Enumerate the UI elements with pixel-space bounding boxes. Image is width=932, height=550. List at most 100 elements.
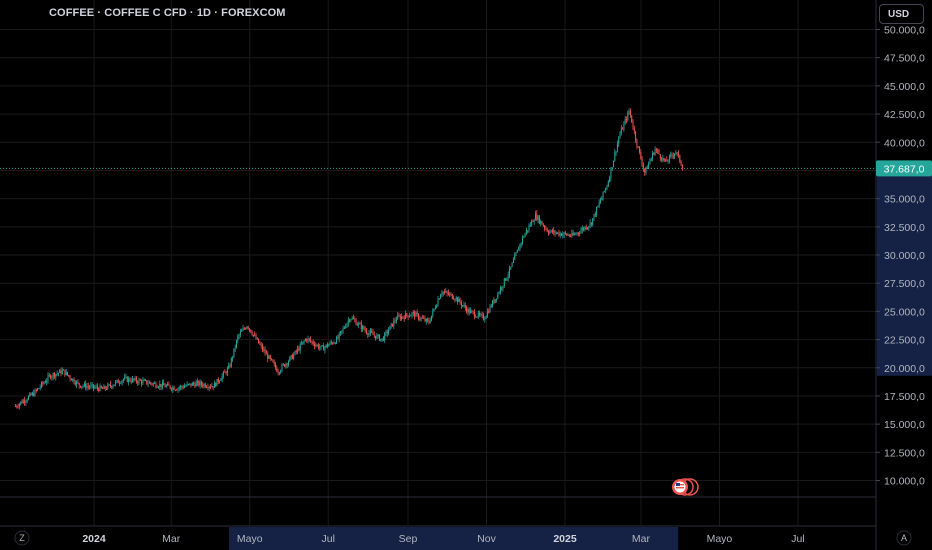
candle-body <box>592 218 594 225</box>
candle-body <box>386 331 388 334</box>
price-tick-label: 50.000,0 <box>884 25 925 37</box>
candle-body <box>629 111 631 116</box>
candle-body <box>112 385 114 388</box>
candle-body <box>150 382 152 384</box>
candle-body <box>601 197 603 201</box>
candle-body <box>410 315 412 317</box>
candle-body <box>431 315 432 321</box>
candle-body <box>178 387 180 389</box>
candle-body <box>416 312 418 314</box>
candle-body <box>597 205 599 208</box>
candle-body <box>78 382 80 386</box>
candle-body <box>398 315 400 317</box>
candle-body <box>681 165 683 169</box>
candle-body <box>657 150 659 152</box>
candle-body <box>33 392 35 396</box>
candle-body <box>360 323 362 330</box>
candle-body <box>308 338 310 340</box>
candle-body <box>315 345 317 347</box>
candle-body <box>216 379 218 387</box>
candle-body <box>347 320 349 324</box>
event-flag-icon[interactable] <box>672 478 699 496</box>
candle-body <box>568 234 570 236</box>
candle-body <box>528 225 530 231</box>
candle-body <box>180 386 182 388</box>
candle-body <box>20 401 22 404</box>
candle-body <box>211 386 213 388</box>
candle-body <box>189 383 191 385</box>
candle-body <box>284 364 286 367</box>
candle-body <box>363 326 365 330</box>
candles <box>15 108 683 410</box>
candle-body <box>563 232 565 235</box>
candle-body <box>662 158 664 161</box>
candle-body <box>232 356 234 359</box>
currency-button[interactable]: USD <box>879 4 924 24</box>
candle-body <box>290 355 292 357</box>
candle-body <box>48 375 50 377</box>
candle-body <box>411 312 413 316</box>
candle-body <box>39 386 41 389</box>
candle-body <box>455 297 457 300</box>
candle-body <box>286 363 288 365</box>
candle-body <box>475 316 477 318</box>
price-tick-label: 47.500,0 <box>884 53 925 65</box>
candle-body <box>312 341 314 345</box>
candle-body <box>15 406 16 408</box>
candle-body <box>480 314 482 316</box>
candle-body <box>249 328 250 330</box>
price-tick-label: 35.000,0 <box>884 194 925 206</box>
candle-body <box>59 370 61 373</box>
candle-body <box>576 232 578 235</box>
candle-body <box>128 378 130 382</box>
candle-body <box>43 382 45 384</box>
candle-body <box>494 299 496 303</box>
candle-body <box>98 388 100 391</box>
candle-body <box>466 308 468 313</box>
candle-body <box>264 349 266 354</box>
candle-body <box>155 383 157 388</box>
candle-body <box>376 335 378 339</box>
candle-body <box>546 228 548 232</box>
candle-body <box>213 382 215 388</box>
auto-scale-button[interactable]: A <box>896 530 912 546</box>
candle-body <box>251 332 253 336</box>
candle-body <box>204 384 206 388</box>
candle-body <box>489 305 491 313</box>
candle-body <box>373 334 375 336</box>
candle-body <box>653 153 655 155</box>
candle-body <box>457 297 458 302</box>
candle-body <box>676 152 678 154</box>
candle-body <box>297 348 299 352</box>
candle-body <box>121 380 123 384</box>
candle-body <box>246 326 248 329</box>
candle-body <box>224 371 226 373</box>
candle-body <box>124 376 126 380</box>
candle-body <box>403 317 405 319</box>
candle-body <box>415 312 417 317</box>
candle-body <box>424 318 426 322</box>
candle-body <box>679 155 681 162</box>
candle-body <box>458 298 460 302</box>
candle-body <box>161 382 163 388</box>
candle-body <box>402 316 404 318</box>
candle-body <box>447 292 449 295</box>
zoom-corner-button[interactable]: Z <box>14 530 30 546</box>
candle-body <box>90 385 92 388</box>
candle-body <box>535 213 536 221</box>
candle-body <box>260 344 262 346</box>
candle-body <box>666 159 668 162</box>
candle-body <box>317 344 319 349</box>
candle-body <box>659 154 661 159</box>
candle-body <box>303 340 305 342</box>
candle-body <box>536 213 538 220</box>
candle-body <box>406 313 408 316</box>
candle-body <box>67 371 68 376</box>
candle-body <box>129 378 131 382</box>
candle-body <box>139 379 141 381</box>
candle-body <box>24 400 26 403</box>
candle-body <box>486 311 488 317</box>
candle-body <box>628 111 630 113</box>
candle-body <box>271 358 273 360</box>
